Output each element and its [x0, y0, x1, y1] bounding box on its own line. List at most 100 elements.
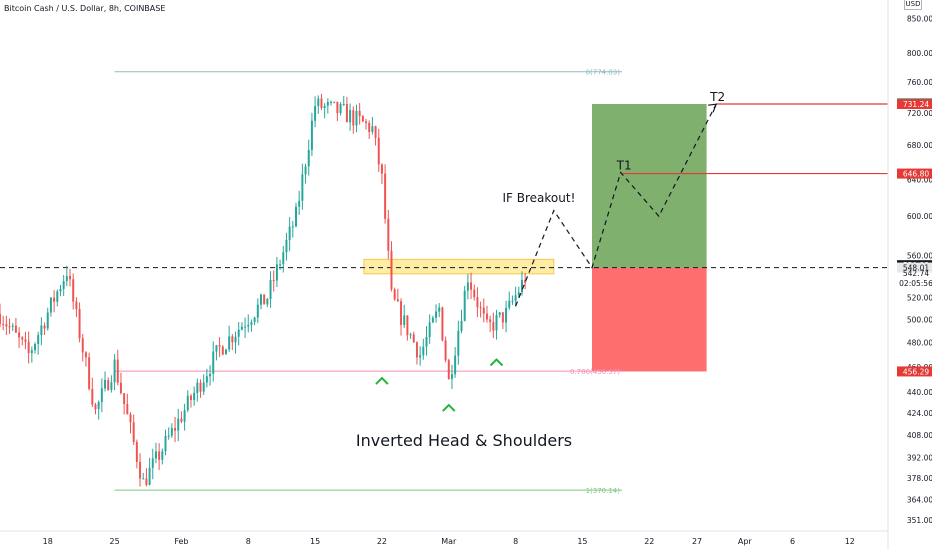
- fibonacci-levels: 0(774.03) 0.786(456.57) 1(370.14): [0, 69, 888, 495]
- candle-body: [266, 299, 269, 305]
- candle-body: [62, 281, 65, 289]
- candle-body: [97, 401, 100, 410]
- candle-body: [199, 382, 202, 392]
- time-axis[interactable]: 18 25 Feb 8 15 22 Mar 8 15 22 27 Apr 6 12: [0, 530, 888, 546]
- candle-body: [56, 291, 59, 302]
- candle-body: [247, 324, 250, 327]
- candle-body: [148, 467, 151, 485]
- candle-body: [2, 323, 5, 325]
- candle-body: [333, 101, 336, 103]
- candle-body: [164, 435, 167, 452]
- candle-body: [170, 427, 173, 436]
- loss-zone: [592, 267, 707, 372]
- candle-body: [431, 317, 434, 323]
- price-label-bg: [897, 366, 932, 377]
- candle-body: [435, 311, 438, 318]
- candle-body: [365, 121, 368, 123]
- position-zones: [363, 103, 707, 372]
- candle-body: [231, 336, 234, 343]
- candle-body: [34, 343, 36, 351]
- candle-body: [473, 289, 476, 298]
- candle-body: [444, 340, 447, 361]
- price-tick-label: 364.00: [907, 496, 932, 505]
- candle-body: [167, 435, 170, 437]
- time-tick-label: 12: [845, 537, 855, 546]
- candle-body: [113, 359, 116, 383]
- time-tick-label: 25: [109, 537, 119, 546]
- candle-body: [260, 294, 262, 305]
- candle-body: [355, 110, 358, 126]
- candle-body: [240, 326, 243, 330]
- candle-body: [139, 461, 142, 479]
- price-label: 731.24: [903, 100, 929, 109]
- candle-body: [256, 304, 259, 318]
- candle-body: [88, 357, 91, 389]
- candle-body: [406, 315, 409, 336]
- candle-body: [104, 380, 107, 389]
- candle-body: [371, 126, 374, 132]
- candle-body: [479, 307, 482, 309]
- time-tick-label: Apr: [738, 537, 753, 546]
- candle-body: [517, 292, 520, 296]
- currency-button[interactable]: USD: [904, 0, 922, 10]
- candle-body: [110, 382, 113, 390]
- candle-body: [304, 166, 307, 175]
- candle-body: [43, 325, 46, 329]
- candle-body: [438, 307, 441, 312]
- price-label-bg: [897, 98, 932, 109]
- candle-body: [295, 206, 297, 227]
- price-tick-label: 378.00: [907, 474, 932, 483]
- shoulder-marker: [375, 376, 389, 385]
- price-tick-label: 520.00: [907, 293, 932, 302]
- price-tick-label: 351.00: [907, 516, 932, 525]
- candle-body: [275, 264, 278, 281]
- candle-body: [205, 376, 208, 383]
- price-tick-label: 850.00: [907, 15, 932, 24]
- candle-body: [403, 315, 406, 325]
- resistance-zone: [363, 258, 555, 275]
- candle-body: [498, 312, 501, 316]
- candle-body: [72, 279, 75, 302]
- candle-body: [505, 307, 508, 323]
- candle-body: [177, 418, 180, 431]
- candle-body: [132, 422, 135, 442]
- candle-body: [49, 297, 52, 313]
- candle-body: [374, 126, 377, 138]
- candle-body: [212, 351, 215, 374]
- candle-body: [463, 290, 466, 322]
- candle-body: [11, 325, 14, 327]
- candle-body: [224, 349, 227, 355]
- candle-body: [218, 345, 221, 347]
- candle-body: [441, 307, 444, 341]
- candle-body: [244, 326, 247, 328]
- candle-body: [228, 336, 231, 350]
- candle-body: [129, 414, 132, 423]
- price-tick-label: 800.00: [907, 49, 932, 58]
- candle-body: [495, 315, 498, 331]
- candle-body: [107, 380, 110, 390]
- price-axis[interactable]: 850.00 800.00 760.00 720.00 680.00 640.00 600.…: [887, 0, 932, 550]
- candle-body: [291, 226, 294, 228]
- candle-body: [470, 282, 473, 290]
- time-tick-label: 8: [513, 537, 518, 546]
- candle-body: [91, 388, 94, 405]
- breakout-label: IF Breakout!: [503, 191, 576, 205]
- bar-countdown-label: 02:05:56: [899, 279, 932, 288]
- candle-body: [8, 326, 11, 328]
- time-tick-label: Feb: [174, 537, 188, 546]
- candle-body: [492, 322, 495, 331]
- candle-body: [447, 360, 450, 380]
- candle-body: [425, 336, 428, 347]
- candle-body: [380, 164, 383, 174]
- price-label: 456.29: [903, 367, 929, 376]
- candle-body: [196, 382, 199, 393]
- candle-body: [476, 297, 479, 308]
- candle-body: [317, 98, 320, 107]
- candle-body: [0, 313, 1, 324]
- price-label-bg: [897, 262, 932, 273]
- candle-body: [116, 359, 119, 383]
- candles[interactable]: [0, 93, 527, 487]
- candle-body: [269, 279, 272, 300]
- candle-body: [377, 137, 380, 165]
